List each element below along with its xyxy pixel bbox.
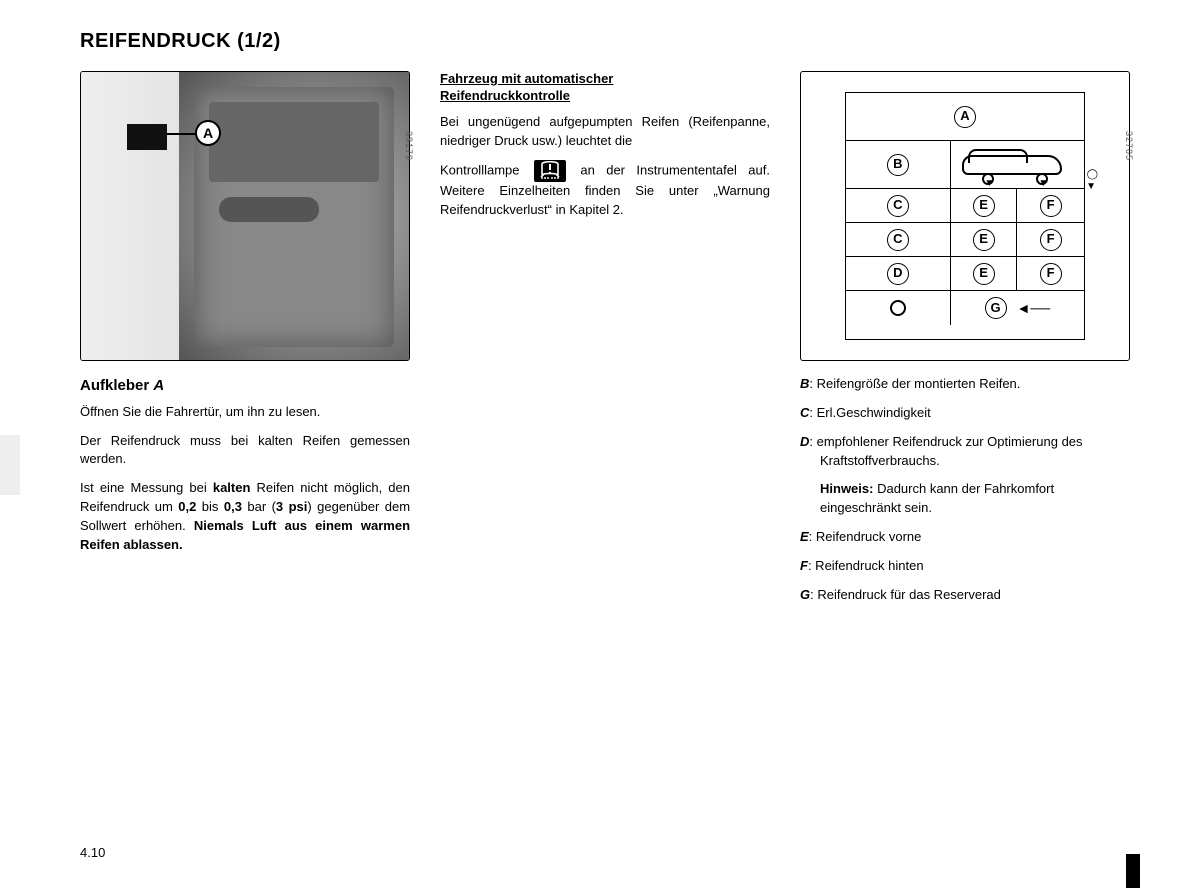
label-A: A: [954, 106, 976, 128]
sticker-icon: [127, 124, 167, 150]
mid-heading: Fahrzeug mit automatischer Reifendruckko…: [440, 71, 770, 105]
side-tab: [0, 435, 20, 495]
label-D: D: [887, 263, 909, 285]
label-C2: C: [887, 229, 909, 251]
callout-A: A: [195, 120, 221, 146]
definitions: B: Reifengröße der montierten Reifen. C:…: [800, 375, 1130, 605]
column-right: A B: [800, 71, 1130, 615]
label-E3: E: [973, 263, 995, 285]
columns: A 38179 Aufkleber A Öffnen Sie die Fahre…: [80, 71, 1140, 615]
car-silhouette-icon: ▼ ▼: [962, 149, 1072, 181]
label-F2: F: [1040, 229, 1062, 251]
column-left: A 38179 Aufkleber A Öffnen Sie die Fahre…: [80, 71, 410, 615]
page-title: REIFENDRUCK (1/2): [80, 30, 1140, 53]
mid-p1: Bei ungenügend aufgepumpten Reifen (Reif…: [440, 113, 770, 151]
column-middle: Fahrzeug mit automatischer Reifendruckko…: [440, 71, 770, 615]
label-G: G: [985, 297, 1007, 319]
title-part: (1/2): [237, 30, 281, 52]
spare-circle-icon: [890, 300, 906, 316]
left-p2: Der Reifendruck muss bei kalten Reifen g…: [80, 432, 410, 470]
photo-door-sticker: A: [80, 71, 410, 361]
page-number: 4.10: [80, 845, 105, 860]
label-B: B: [887, 154, 909, 176]
label-F3: F: [1040, 263, 1062, 285]
label-diagram: A B: [800, 71, 1130, 361]
footer-mark: [1126, 854, 1140, 888]
mid-p2: Kontrolllampe an der Instrumententafel a…: [440, 160, 770, 220]
left-p3: Ist eine Messung bei kalten Reifen nicht…: [80, 479, 410, 554]
label-E: E: [973, 195, 995, 217]
label-C: C: [887, 195, 909, 217]
title-main: REIFENDRUCK: [80, 30, 231, 52]
arrow-left-icon: ◄──: [1017, 298, 1051, 318]
left-p1: Öffnen Sie die Fahrertür, um ihn zu lese…: [80, 403, 410, 422]
subheading-aufkleber: Aufkleber A: [80, 375, 410, 397]
label-E2: E: [973, 229, 995, 251]
tpms-warning-icon: [534, 160, 566, 182]
label-F: F: [1040, 195, 1062, 217]
